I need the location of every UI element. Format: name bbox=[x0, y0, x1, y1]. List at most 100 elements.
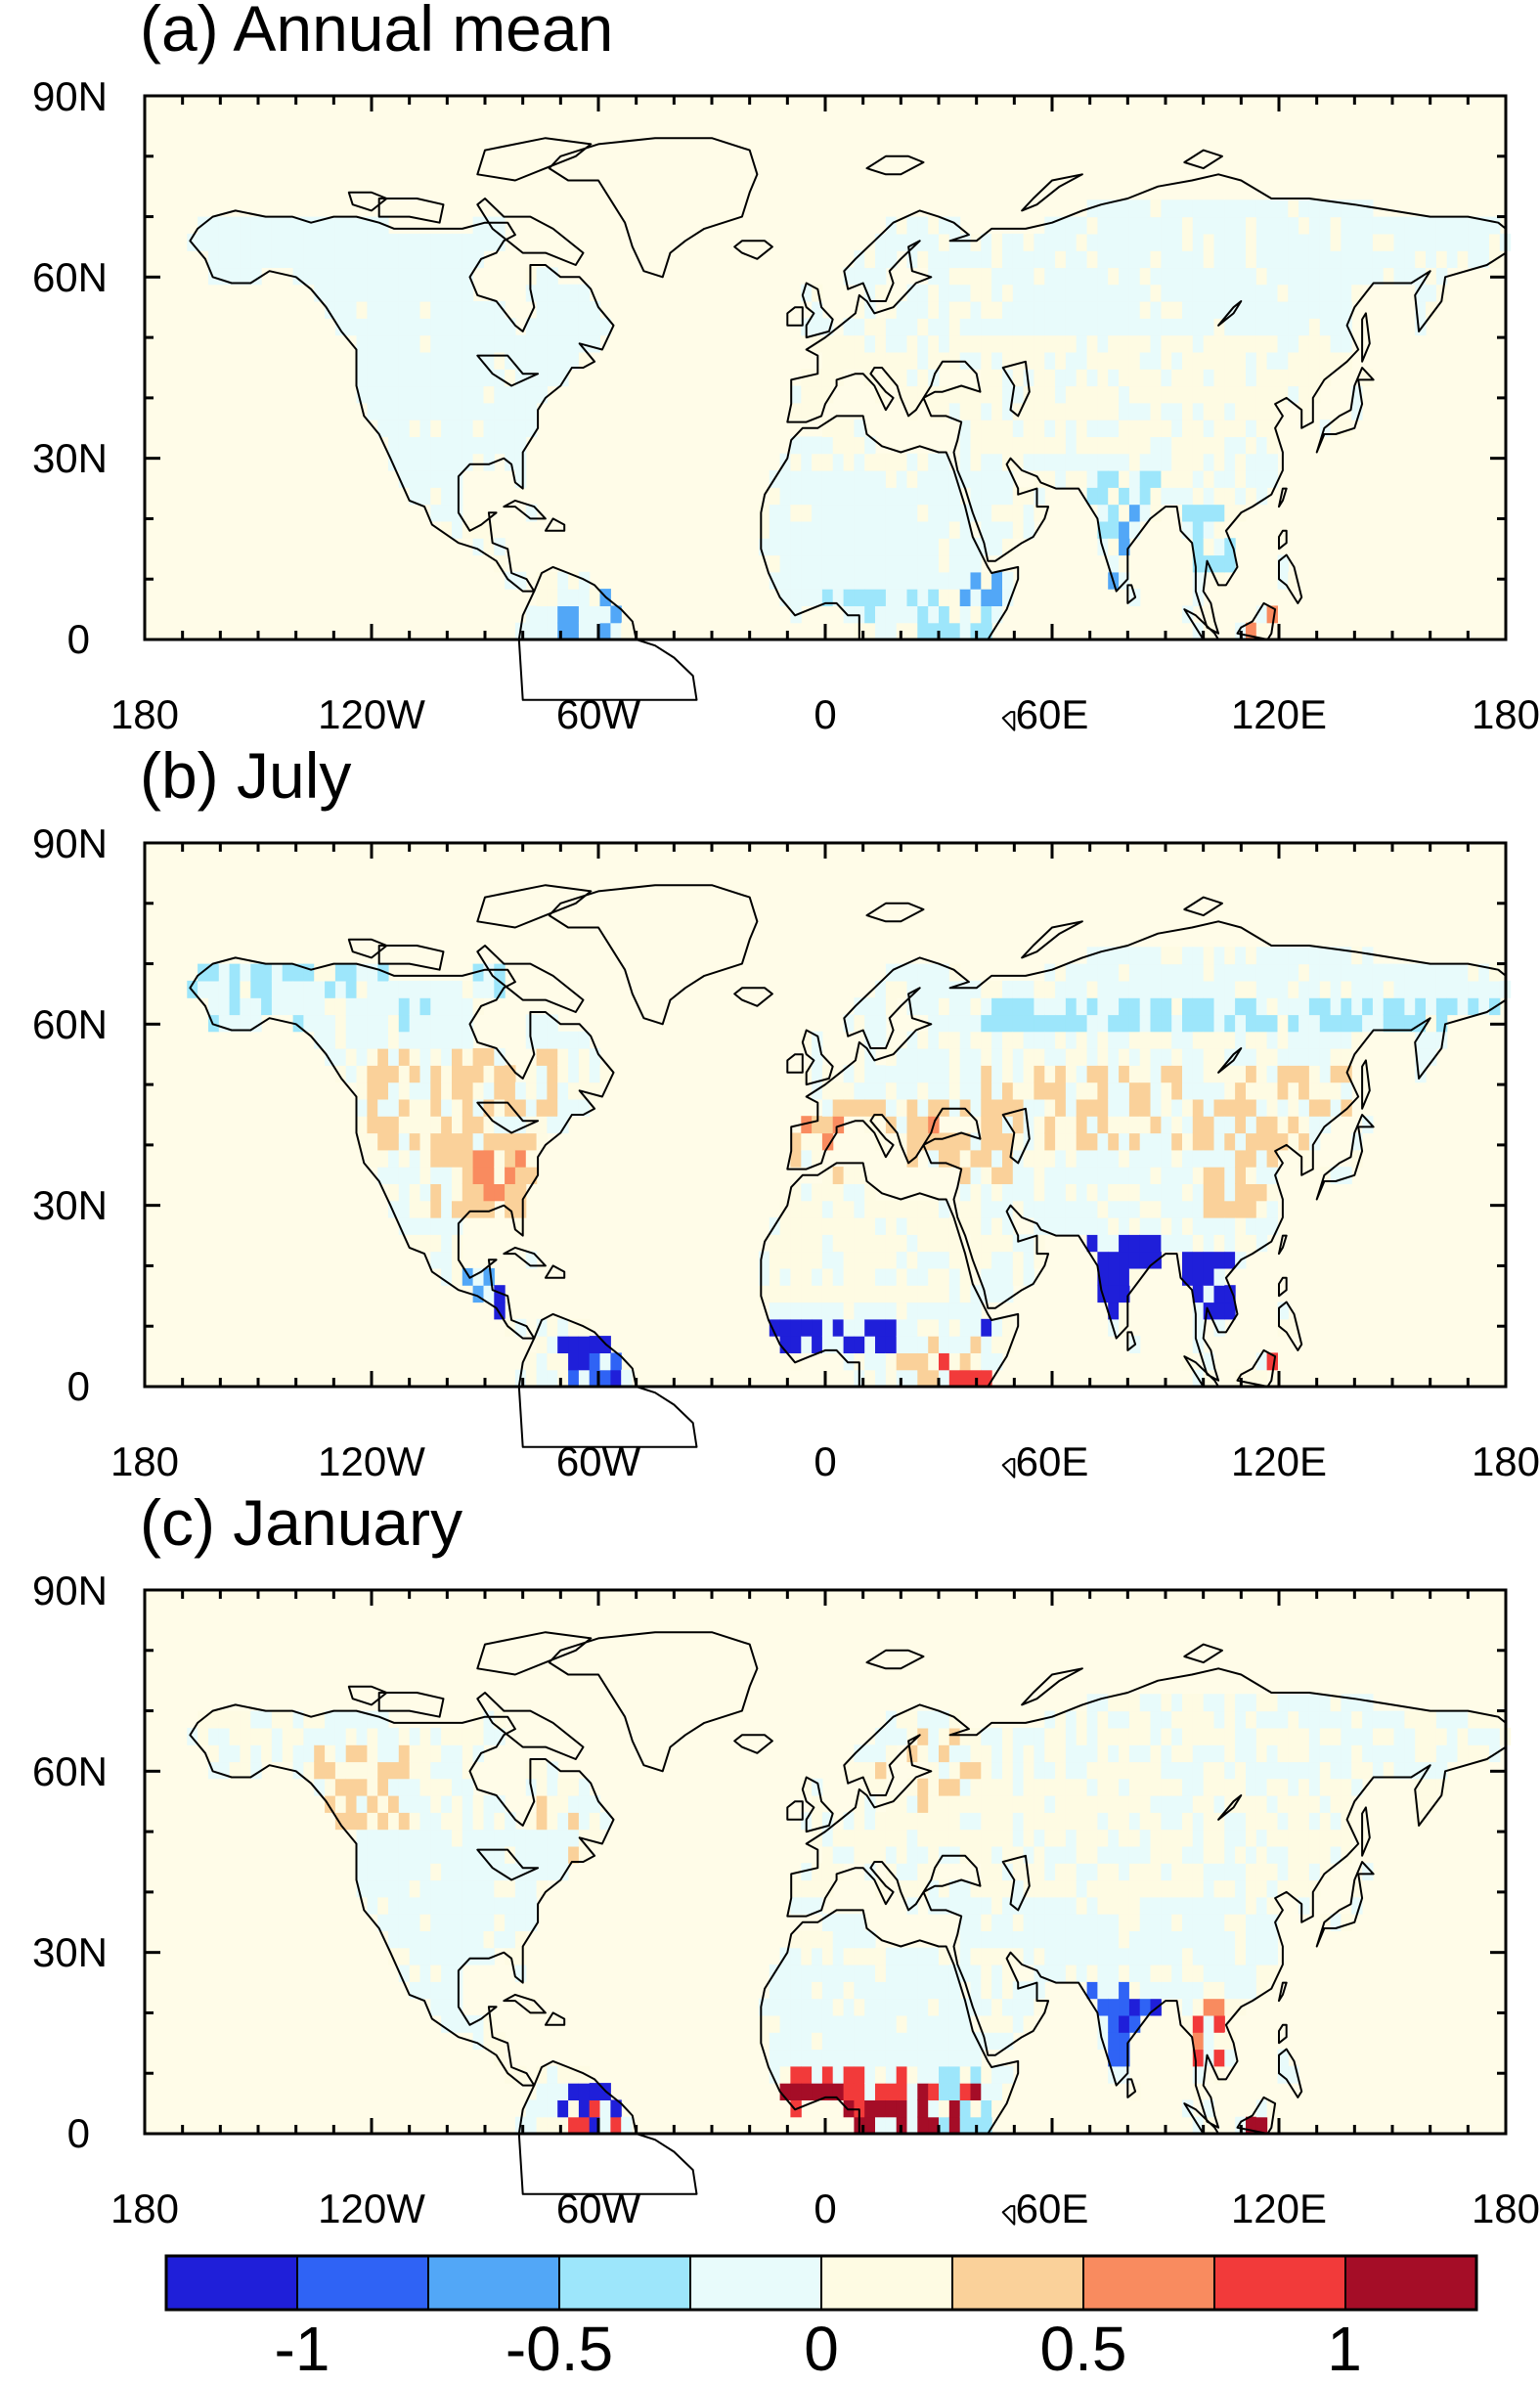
data-cell bbox=[1213, 1998, 1225, 2016]
data-cell bbox=[1288, 997, 1299, 1016]
data-cell bbox=[452, 453, 463, 471]
data-cell bbox=[854, 1267, 865, 1286]
data-cell bbox=[948, 1896, 961, 1915]
data-cell bbox=[1246, 963, 1257, 982]
data-cell bbox=[1203, 1947, 1215, 1965]
data-cell bbox=[1161, 369, 1172, 387]
data-cell bbox=[769, 2014, 781, 2033]
data-cell bbox=[970, 504, 982, 522]
data-cell bbox=[1235, 470, 1247, 488]
data-cell bbox=[875, 453, 887, 471]
data-cell bbox=[854, 334, 865, 353]
data-cell bbox=[1341, 351, 1352, 370]
data-cell bbox=[864, 1352, 876, 1371]
data-cell bbox=[1097, 351, 1109, 370]
data-cell bbox=[948, 1065, 961, 1083]
data-cell bbox=[917, 216, 929, 235]
data-cell bbox=[790, 1318, 802, 1337]
data-cell bbox=[854, 1744, 865, 1763]
data-cell bbox=[1288, 301, 1299, 319]
data-cell bbox=[1213, 1845, 1225, 1864]
data-cell bbox=[948, 1727, 961, 1745]
data-cell bbox=[1213, 571, 1225, 590]
data-cell bbox=[1246, 1812, 1257, 1831]
data-cell bbox=[229, 233, 241, 251]
data-cell bbox=[1119, 301, 1130, 319]
data-cell bbox=[896, 2049, 908, 2067]
data-cell bbox=[557, 2116, 569, 2135]
data-cell bbox=[1319, 318, 1332, 336]
data-cell bbox=[948, 1744, 961, 1763]
data-cell bbox=[790, 554, 802, 573]
data-cell bbox=[906, 1896, 918, 1915]
data-cell bbox=[906, 1082, 918, 1100]
data-cell bbox=[821, 1930, 834, 1949]
data-cell bbox=[1351, 385, 1363, 404]
data-cell bbox=[1119, 1234, 1130, 1253]
data-cell bbox=[991, 487, 1003, 506]
data-cell bbox=[1012, 419, 1025, 437]
data-cell bbox=[1224, 1727, 1236, 1745]
data-cell bbox=[1171, 1116, 1183, 1134]
data-cell bbox=[1076, 1914, 1088, 1931]
data-cell bbox=[1372, 980, 1385, 998]
data-cell bbox=[1319, 233, 1332, 251]
data-cell bbox=[1002, 1829, 1014, 1847]
data-cell bbox=[1055, 1082, 1067, 1100]
data-cell bbox=[1108, 233, 1120, 251]
data-cell bbox=[832, 1829, 845, 1847]
data-cell bbox=[536, 369, 548, 387]
data-cell bbox=[1351, 267, 1363, 286]
data-cell bbox=[472, 1116, 484, 1134]
data-cell bbox=[1235, 1981, 1247, 2000]
data-cell bbox=[1288, 947, 1299, 965]
data-cell bbox=[875, 589, 887, 606]
data-cell bbox=[1298, 199, 1310, 218]
data-cell bbox=[1119, 2014, 1130, 2033]
data-cell bbox=[377, 318, 389, 336]
data-cell bbox=[970, 1829, 982, 1847]
data-cell bbox=[843, 504, 855, 522]
data-cell bbox=[1213, 997, 1225, 1016]
data-cell bbox=[483, 2032, 495, 2051]
data-cell bbox=[1246, 1116, 1257, 1134]
data-cell bbox=[1489, 980, 1501, 998]
data-cell bbox=[472, 250, 484, 269]
data-cell bbox=[1119, 997, 1130, 1016]
data-cell bbox=[896, 1863, 908, 1881]
data-cell bbox=[1489, 1727, 1501, 1745]
data-cell bbox=[981, 2099, 992, 2118]
data-cell bbox=[409, 284, 421, 302]
data-cell bbox=[1055, 1829, 1067, 1847]
data-cell bbox=[970, 980, 982, 998]
data-cell bbox=[430, 385, 442, 404]
data-cell bbox=[1192, 1318, 1205, 1337]
data-cell bbox=[970, 1302, 982, 1320]
data-cell bbox=[1150, 216, 1162, 235]
data-cell bbox=[1086, 1048, 1098, 1066]
data-cell bbox=[843, 453, 855, 471]
data-cell bbox=[578, 622, 591, 640]
data-cell bbox=[472, 2032, 484, 2051]
colorbar-label-1: 1 bbox=[1327, 2314, 1362, 2384]
data-cell bbox=[896, 1132, 908, 1151]
data-cell bbox=[1086, 1149, 1098, 1168]
data-cell bbox=[991, 301, 1003, 319]
data-cell bbox=[536, 571, 548, 590]
data-cell bbox=[1139, 1132, 1152, 1151]
data-cell bbox=[821, 504, 834, 522]
data-cell bbox=[885, 1829, 898, 1847]
data-cell bbox=[1277, 1065, 1289, 1083]
data-cell bbox=[832, 1098, 845, 1117]
data-cell bbox=[948, 1217, 961, 1235]
data-cell bbox=[398, 1829, 411, 1847]
data-cell bbox=[1034, 1014, 1045, 1033]
data-cell bbox=[1171, 947, 1183, 965]
data-cell bbox=[1002, 1285, 1014, 1303]
data-cell bbox=[959, 233, 972, 251]
data-cell bbox=[514, 1965, 527, 1982]
data-cell bbox=[1266, 1694, 1278, 1712]
data-cell bbox=[1351, 1132, 1363, 1151]
data-cell bbox=[356, 1879, 368, 1898]
data-cell bbox=[928, 1965, 940, 1982]
